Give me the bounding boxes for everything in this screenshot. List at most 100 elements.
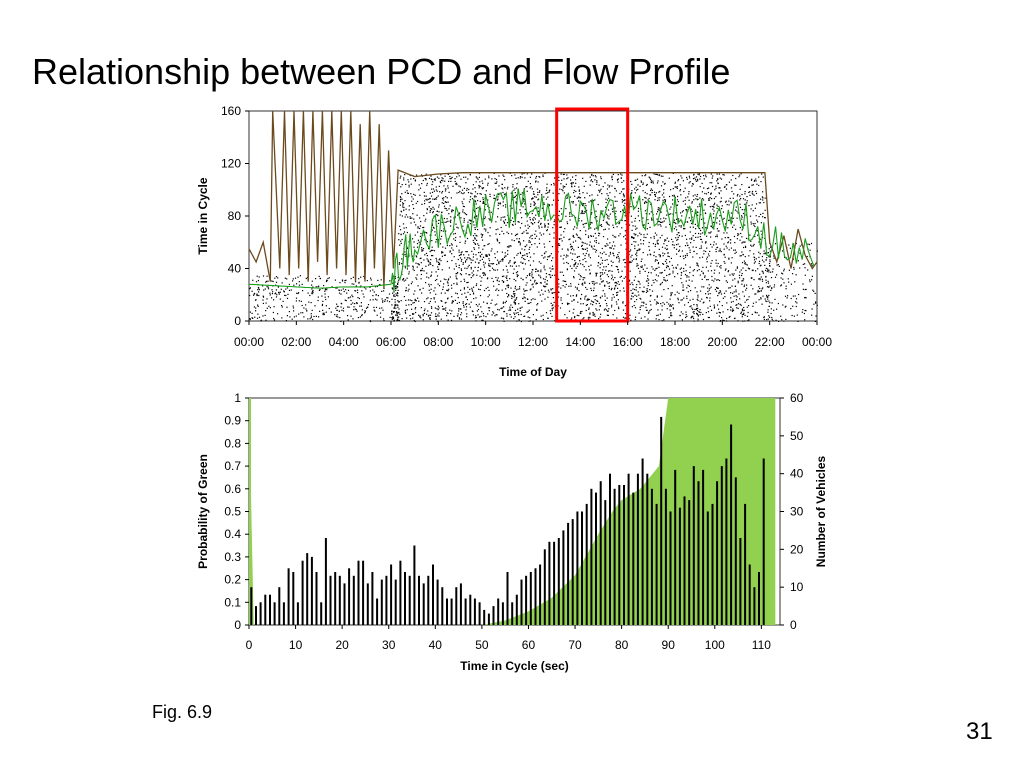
arrival-dot xyxy=(321,303,324,305)
arrival-dot xyxy=(706,279,708,281)
arrival-dot xyxy=(683,228,685,230)
arrival-dot xyxy=(524,258,526,261)
arrival-dot xyxy=(706,296,708,299)
arrival-dot xyxy=(512,186,514,188)
arrival-dot xyxy=(507,186,509,188)
arrival-dot xyxy=(460,289,462,291)
arrival-dot xyxy=(796,314,798,316)
arrival-dot xyxy=(658,254,660,256)
arrival-dot xyxy=(458,318,461,320)
arrival-dot xyxy=(614,277,616,279)
vehicle-count-bar xyxy=(422,583,425,625)
arrival-dot xyxy=(534,279,536,281)
x-tick-label: 50 xyxy=(475,638,489,652)
arrival-dot xyxy=(545,251,547,253)
arrival-dot xyxy=(574,315,576,318)
arrival-dot xyxy=(382,300,384,302)
arrival-dot xyxy=(326,279,328,281)
arrival-dot xyxy=(611,304,613,306)
arrival-dot xyxy=(643,290,645,293)
arrival-dot xyxy=(592,175,594,177)
arrival-dot xyxy=(394,285,396,287)
arrival-dot xyxy=(716,222,718,224)
arrival-dot xyxy=(478,185,480,187)
arrival-dot xyxy=(431,255,433,257)
arrival-dot xyxy=(521,232,523,235)
arrival-dot xyxy=(731,285,733,287)
arrival-dot xyxy=(718,308,720,310)
arrival-dot xyxy=(322,309,324,311)
arrival-dot xyxy=(481,311,483,313)
arrival-dot xyxy=(428,302,430,304)
arrival-dot xyxy=(525,186,527,188)
arrival-dot xyxy=(604,293,606,295)
arrival-dot xyxy=(435,198,437,200)
arrival-dot xyxy=(773,284,776,286)
arrival-dot xyxy=(438,259,440,261)
probability-of-green-bar-start xyxy=(249,398,251,625)
arrival-dot xyxy=(383,290,385,292)
arrival-dot xyxy=(424,308,426,310)
arrival-dot xyxy=(588,282,591,285)
arrival-dot xyxy=(420,307,422,309)
arrival-dot xyxy=(595,275,597,277)
arrival-dot xyxy=(607,209,610,211)
arrival-dot xyxy=(485,255,487,257)
arrival-dot xyxy=(663,303,666,305)
arrival-dot xyxy=(408,271,410,273)
arrival-dot xyxy=(665,267,668,269)
arrival-dot xyxy=(690,316,693,318)
arrival-dot xyxy=(448,288,450,290)
arrival-dot xyxy=(371,283,373,285)
arrival-dot xyxy=(717,262,719,265)
arrival-dot xyxy=(438,177,440,179)
arrival-dot xyxy=(575,175,577,177)
arrival-dot xyxy=(564,228,566,230)
arrival-dot xyxy=(354,308,356,310)
arrival-dot xyxy=(710,286,712,288)
arrival-dot xyxy=(397,277,399,279)
arrival-dot xyxy=(597,265,599,267)
arrival-dot xyxy=(543,285,545,287)
arrival-dot xyxy=(571,317,573,319)
arrival-dot xyxy=(475,320,477,322)
arrival-dot xyxy=(271,297,273,299)
arrival-dot xyxy=(511,295,513,298)
arrival-dot xyxy=(404,265,406,267)
arrival-dot xyxy=(592,312,594,314)
arrival-dot xyxy=(454,299,456,301)
arrival-dot xyxy=(466,259,468,261)
arrival-dot xyxy=(420,257,422,259)
arrival-dot xyxy=(429,250,431,253)
arrival-dot xyxy=(566,269,568,271)
vehicle-count-bar xyxy=(441,587,444,625)
arrival-dot xyxy=(666,245,668,247)
arrival-dot xyxy=(637,249,639,251)
arrival-dot xyxy=(533,253,535,255)
arrival-dot xyxy=(488,175,490,177)
arrival-dot xyxy=(611,179,613,181)
arrival-dot xyxy=(659,197,661,199)
arrival-dot xyxy=(739,239,741,241)
arrival-dot xyxy=(664,260,667,262)
arrival-dot xyxy=(495,178,498,181)
arrival-dot xyxy=(440,230,443,232)
x-tick-label: 80 xyxy=(615,638,629,652)
arrival-dot xyxy=(415,224,417,226)
arrival-dot xyxy=(682,180,684,182)
arrival-dot xyxy=(461,293,463,295)
arrival-dot xyxy=(353,283,355,285)
arrival-dot xyxy=(354,303,356,305)
arrival-dot xyxy=(741,216,743,218)
arrival-dot xyxy=(401,198,403,200)
arrival-dot xyxy=(584,197,586,199)
arrival-dot xyxy=(586,247,588,249)
arrival-dot xyxy=(500,219,502,221)
arrival-dot xyxy=(545,283,547,285)
arrival-dot xyxy=(372,295,374,297)
arrival-dot xyxy=(698,173,700,175)
arrival-dot xyxy=(697,236,699,238)
arrival-dot xyxy=(684,234,686,237)
arrival-dot xyxy=(559,307,562,309)
arrival-dot xyxy=(617,181,619,183)
